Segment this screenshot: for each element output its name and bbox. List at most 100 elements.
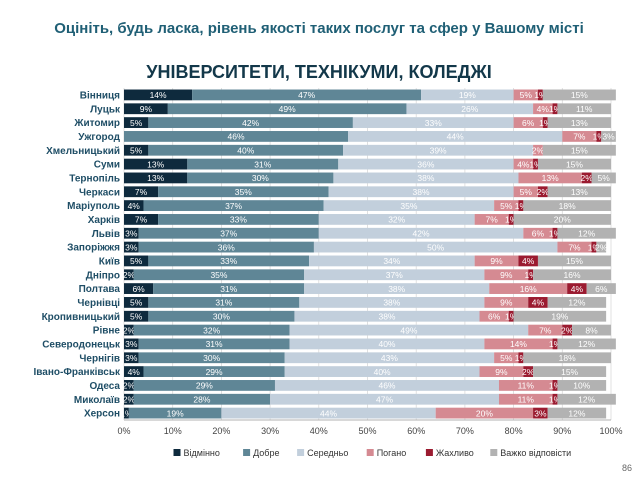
bar-segment	[557, 227, 616, 239]
bar-segment	[133, 393, 271, 405]
data-label: 13%	[542, 173, 559, 183]
bar-segment	[537, 89, 543, 101]
data-label: 30%	[203, 353, 220, 363]
data-label: 2%	[532, 145, 545, 155]
data-label: 38%	[417, 173, 434, 183]
bar-segment	[158, 214, 319, 225]
data-label: 12%	[578, 228, 595, 238]
data-label: 2%	[522, 367, 535, 377]
bar-segment	[513, 158, 534, 170]
bar-segment	[124, 158, 188, 170]
bar-segment	[124, 200, 144, 211]
data-label: 1%	[524, 270, 537, 280]
bar-segment	[299, 297, 485, 308]
bar-segment	[533, 407, 548, 419]
data-label: 5%	[130, 145, 143, 155]
data-label: 9%	[490, 256, 503, 266]
data-label: 33%	[230, 215, 247, 225]
category-label: Суми	[94, 160, 120, 171]
bar-segment	[537, 158, 611, 170]
data-label: 4%	[128, 367, 141, 377]
bar-segment	[167, 103, 407, 115]
bar-segment	[533, 144, 543, 156]
bar-segment	[124, 89, 193, 101]
bar-segment	[513, 89, 538, 101]
bar-segment	[528, 324, 563, 336]
data-label: 4%	[128, 201, 141, 211]
data-label: 36%	[417, 159, 434, 169]
data-label: 3%	[125, 242, 138, 252]
bar-segment	[187, 172, 334, 184]
category-label: Херсон	[84, 409, 120, 420]
bar-segment	[289, 324, 529, 336]
legend-label: Відмінно	[184, 448, 220, 458]
legend-swatch	[243, 449, 251, 456]
x-tick-label: 0%	[117, 426, 130, 436]
bar-segment	[148, 297, 300, 308]
data-label: 30%	[252, 173, 269, 183]
category-label: Тернопіль	[69, 173, 120, 184]
bar-segment	[474, 214, 509, 225]
bar-segment	[523, 200, 611, 211]
category-label: Одеса	[89, 381, 120, 392]
bar-segment	[567, 283, 587, 294]
bar-segment	[138, 352, 285, 364]
data-label: 19%	[459, 90, 476, 100]
data-label: 16%	[520, 284, 537, 294]
data-label: 1%	[549, 394, 562, 404]
bar-segment	[557, 103, 611, 115]
data-label: 11%	[518, 394, 535, 404]
data-label: 2%	[581, 173, 594, 183]
bar-segment	[518, 172, 582, 184]
legend-label: Погано	[377, 448, 407, 458]
data-label: 6%	[595, 284, 608, 294]
bar-segment	[547, 297, 607, 308]
bar-segment	[133, 324, 290, 336]
data-label: 50%	[427, 242, 444, 252]
data-label: 29%	[206, 367, 223, 377]
category-label: Рівне	[93, 326, 121, 337]
legend-label: Важко відповісти	[500, 448, 571, 458]
bar-segment	[508, 214, 514, 225]
bar-segment	[124, 131, 349, 142]
data-label: 2%	[123, 381, 136, 391]
data-label: 5%	[130, 298, 143, 308]
data-label: 6%	[132, 284, 145, 294]
bar-segment	[562, 131, 597, 142]
data-label: 4%	[537, 104, 550, 114]
bar-segment	[406, 103, 534, 115]
data-label: 33%	[220, 256, 237, 266]
bar-segment	[124, 269, 134, 281]
bar-segment	[601, 131, 616, 142]
category-label: Львів	[92, 229, 120, 240]
data-label: 4%	[532, 298, 545, 308]
bar-segment	[494, 200, 519, 211]
data-label: 1%	[534, 90, 547, 100]
data-label: 32%	[203, 325, 220, 335]
bar-segment	[124, 338, 139, 350]
data-label: 9%	[495, 367, 508, 377]
bar-segment	[338, 158, 514, 170]
data-label: 18%	[559, 201, 576, 211]
data-label: 2%	[537, 187, 550, 197]
category-label: Дніпро	[86, 270, 120, 281]
data-label: 15%	[571, 145, 588, 155]
bar-segment	[547, 186, 611, 198]
bar-segment	[148, 255, 310, 267]
data-label: 38%	[378, 311, 395, 321]
bar-segment	[523, 352, 611, 364]
data-label: 15%	[566, 159, 583, 169]
bar-segment	[124, 283, 154, 294]
data-label: 9%	[500, 270, 513, 280]
data-label: 1%	[505, 311, 518, 321]
data-label: 3%	[125, 339, 138, 349]
data-label: 37%	[220, 228, 237, 238]
data-label: 35%	[210, 270, 227, 280]
data-label: 5%	[500, 353, 513, 363]
category-label: Маріуполь	[67, 201, 120, 212]
bar-segment	[333, 172, 519, 184]
bar-segment	[552, 103, 558, 115]
bar-segment	[124, 380, 134, 391]
data-label: 19%	[551, 311, 568, 321]
bar-segment	[294, 310, 480, 322]
